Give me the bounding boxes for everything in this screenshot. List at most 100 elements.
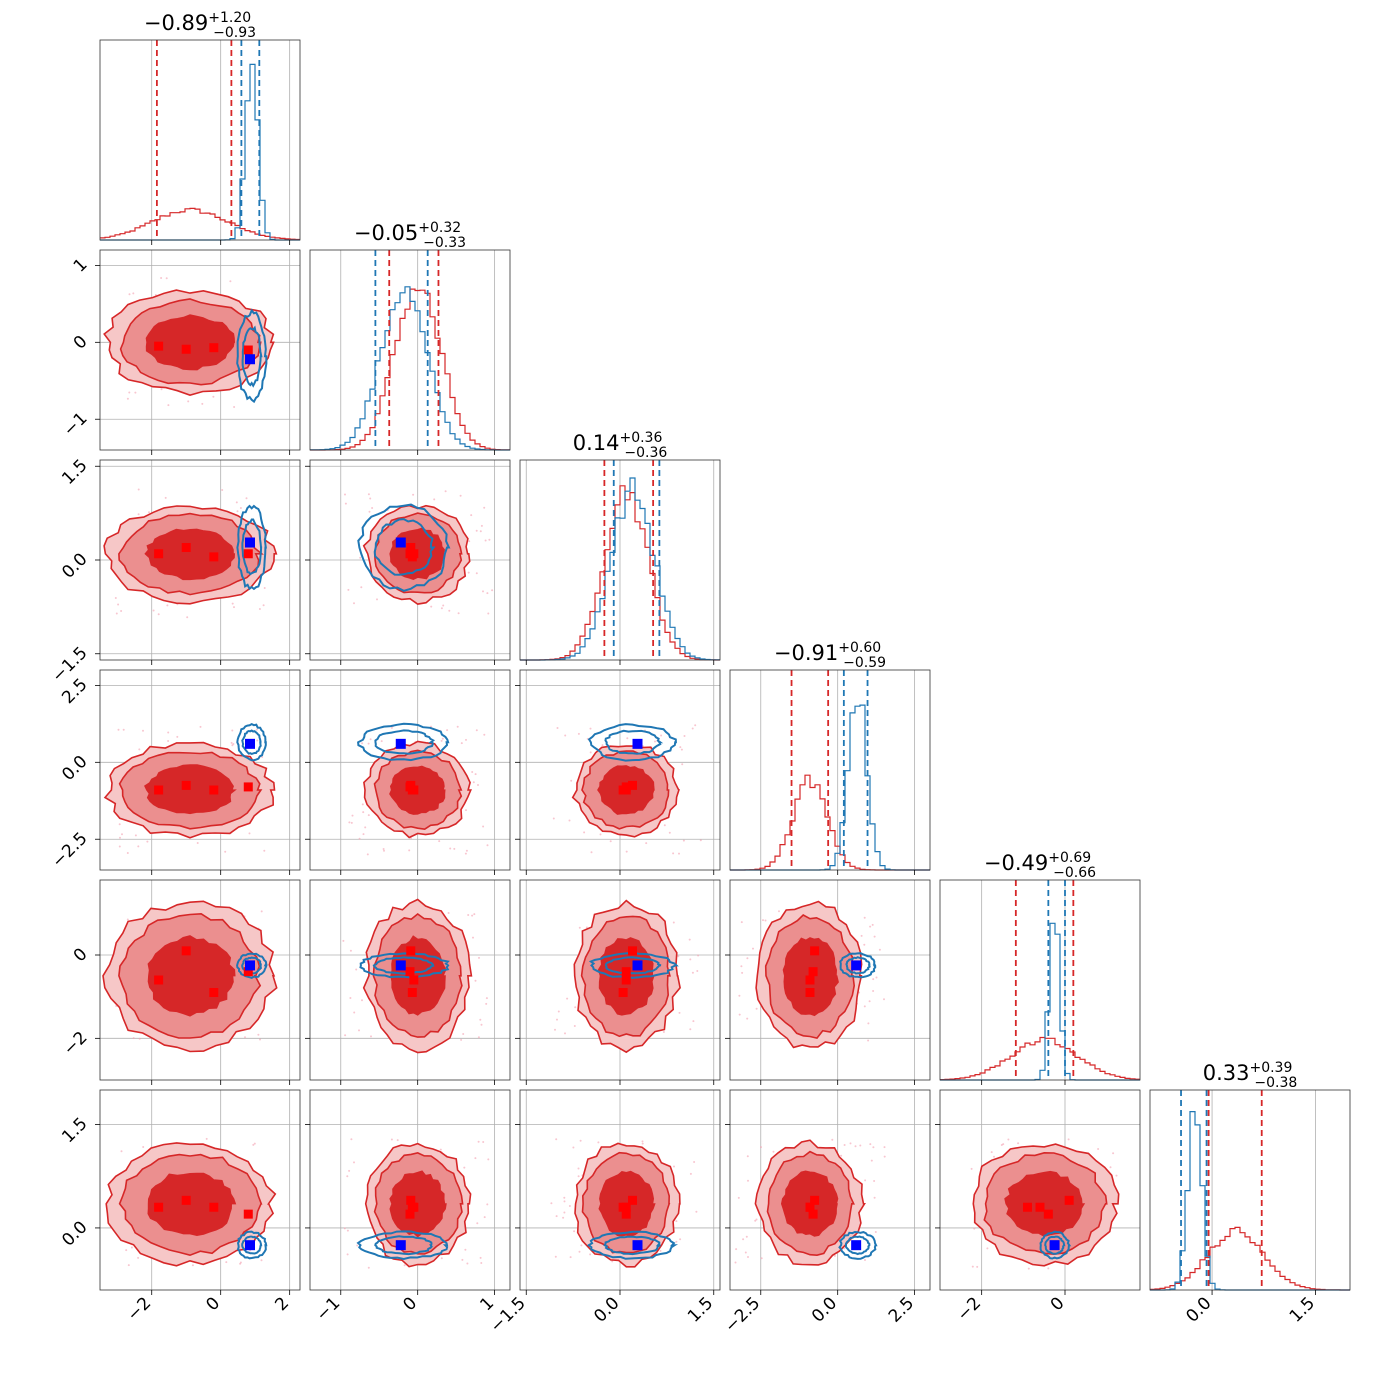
- sample-point: [577, 732, 580, 735]
- sample-point: [465, 738, 467, 741]
- sample-point: [152, 609, 155, 612]
- sample-point: [126, 852, 129, 854]
- red-marker: [621, 967, 631, 977]
- blue-contour-outer: [588, 951, 679, 979]
- sample-point: [349, 949, 352, 952]
- sample-point: [849, 1142, 852, 1145]
- histogram-panel-6: 0.33+0.39 −0.38: [1149, 1060, 1351, 1295]
- sample-point: [755, 1007, 758, 1010]
- sample-point: [597, 1141, 600, 1144]
- sample-point: [747, 1256, 749, 1258]
- sample-point: [680, 748, 683, 751]
- sample-point: [343, 1227, 346, 1230]
- panel-frame: [309, 669, 511, 871]
- sample-point: [883, 1155, 886, 1158]
- title-plus: +1.20: [208, 10, 251, 26]
- sample-point: [679, 1238, 682, 1241]
- sample-point: [868, 1000, 871, 1003]
- blue-contour-outer: [236, 504, 267, 591]
- sample-point: [843, 1144, 846, 1146]
- sample-point: [873, 1180, 876, 1182]
- x-tick-label: −1.5: [486, 1293, 529, 1336]
- sample-point: [351, 814, 354, 817]
- blue-contour-inner: [374, 729, 435, 755]
- sample-point: [491, 589, 494, 592]
- blue-contour-inner: [604, 956, 662, 975]
- panel-title-6: 0.33+0.39 −0.38: [1203, 1060, 1298, 1091]
- panel-title-3: 0.14+0.36 −0.36: [573, 430, 668, 461]
- sample-point: [569, 1256, 572, 1259]
- sample-point: [164, 496, 167, 499]
- scatter-panel-3-6: [515, 1089, 721, 1295]
- x-tick-label: 2: [271, 1293, 293, 1315]
- sample-point: [460, 742, 463, 745]
- x-tick-label: −2: [123, 1293, 155, 1325]
- sample-point: [447, 912, 450, 914]
- sample-point: [475, 729, 478, 732]
- sample-point: [990, 1151, 993, 1154]
- sample-point: [878, 948, 881, 951]
- sample-point: [479, 1256, 482, 1259]
- red-marker: [1023, 1202, 1032, 1212]
- sample-point: [137, 845, 140, 848]
- red-marker: [209, 343, 219, 353]
- sample-point: [128, 293, 131, 296]
- sample-point: [430, 605, 433, 608]
- blue-contour-outer: [586, 1230, 679, 1260]
- title-minus: −0.93: [213, 25, 256, 41]
- x-tick-label: −2: [953, 1293, 985, 1325]
- sample-point: [356, 1244, 359, 1247]
- sample-point: [689, 958, 692, 961]
- red-marker: [628, 946, 637, 956]
- sample-point: [367, 742, 370, 745]
- sample-point: [1109, 1166, 1112, 1169]
- sample-point: [472, 936, 474, 939]
- sample-point: [353, 602, 355, 605]
- y-tick-label: −1.5: [48, 643, 91, 686]
- sample-point: [350, 821, 353, 824]
- blue-contour-inner: [373, 518, 436, 576]
- sample-point: [740, 921, 743, 924]
- sample-point: [1000, 1144, 1003, 1146]
- red-marker: [805, 1202, 815, 1212]
- panel-frame: [939, 1089, 1141, 1291]
- sample-point: [871, 923, 874, 926]
- blue-marker: [395, 960, 406, 971]
- sample-point: [233, 606, 235, 609]
- sample-point: [1115, 1174, 1118, 1177]
- x-tick-label: 1.5: [684, 1293, 717, 1326]
- sample-point: [376, 598, 378, 601]
- sample-point: [442, 604, 445, 607]
- sample-point: [165, 277, 168, 280]
- title-value: 0.14: [573, 431, 620, 455]
- sample-point: [762, 919, 764, 922]
- sample-point: [137, 513, 140, 516]
- sample-point: [229, 280, 232, 283]
- sample-point: [474, 773, 477, 776]
- sample-point: [872, 978, 875, 981]
- red-marker: [181, 946, 191, 956]
- sample-point: [396, 1139, 399, 1142]
- blue-marker: [245, 960, 255, 971]
- sample-point: [465, 809, 467, 812]
- sample-point: [349, 997, 352, 999]
- sample-point: [146, 840, 149, 843]
- histogram-panel-2: −0.05+0.32 −0.33: [309, 220, 511, 455]
- sample-point: [864, 1179, 867, 1182]
- sample-point: [484, 539, 487, 542]
- sample-point: [160, 388, 163, 391]
- x-tick-label: 1.5: [1286, 1293, 1319, 1326]
- blue-marker: [245, 1240, 255, 1251]
- sample-point: [259, 1038, 261, 1041]
- title-value: −0.91: [774, 641, 838, 665]
- sample-point: [236, 510, 239, 513]
- x-tick-label: 0: [1047, 1293, 1069, 1315]
- title-plus: +0.36: [619, 430, 662, 446]
- sample-point: [570, 779, 573, 782]
- red-marker: [406, 543, 416, 552]
- sample-point: [167, 404, 170, 407]
- red-marker: [1035, 1202, 1045, 1212]
- sample-point: [248, 832, 251, 835]
- x-tick-label: 0.0: [1182, 1293, 1215, 1326]
- sample-point: [869, 1143, 872, 1146]
